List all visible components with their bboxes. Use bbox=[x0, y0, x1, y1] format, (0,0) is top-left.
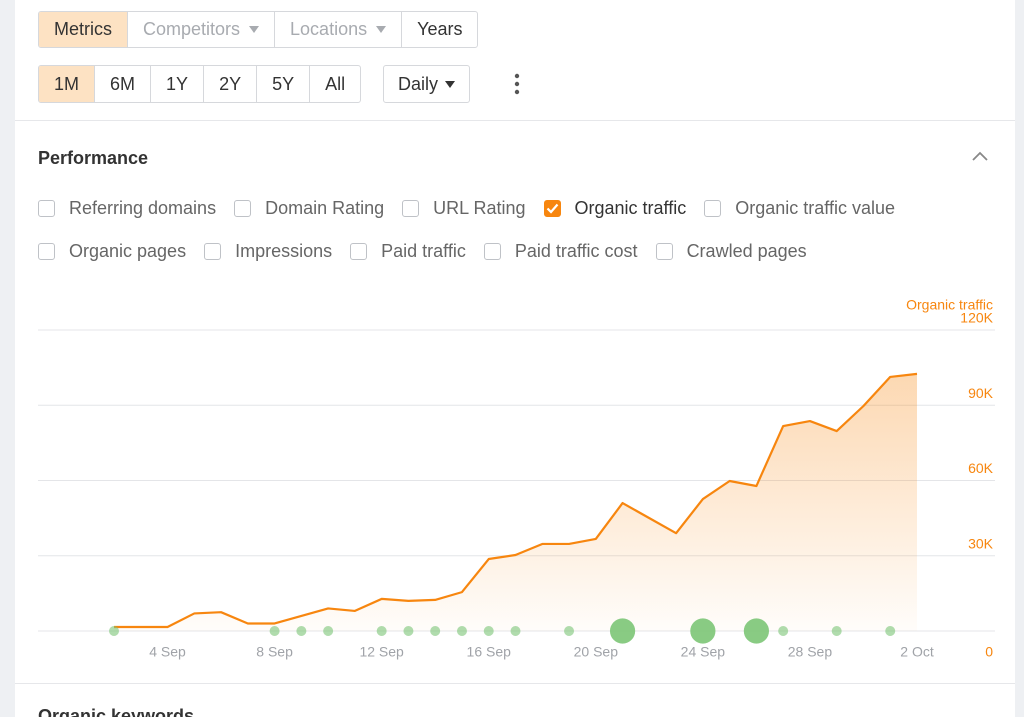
y-tick-label: 120K bbox=[960, 310, 993, 326]
panel: Metrics Competitors Locations Years 1M 6M 1Y 2… bbox=[15, 0, 1015, 717]
metric-checkbox[interactable]: Impressions bbox=[204, 239, 332, 263]
event-marker bbox=[376, 626, 387, 636]
check-icon bbox=[546, 203, 558, 214]
event-marker bbox=[609, 618, 636, 644]
metric-checkbox[interactable]: Crawled pages bbox=[655, 239, 807, 263]
metric-checkbox[interactable]: Paid traffic cost bbox=[483, 239, 638, 263]
divider bbox=[15, 683, 1015, 684]
range-bar: 1M 6M 1Y 2Y 5Y All bbox=[38, 65, 362, 103]
event-marker bbox=[831, 626, 842, 636]
range-button[interactable]: 5Y bbox=[256, 66, 309, 102]
range-button[interactable]: 1M bbox=[39, 66, 95, 102]
range-button[interactable]: 1Y bbox=[150, 66, 203, 102]
range-button[interactable]: 6M bbox=[94, 66, 150, 102]
metric-checkbox[interactable]: URL Rating bbox=[402, 196, 526, 220]
tab-label: Competitors bbox=[143, 19, 241, 39]
event-marker bbox=[109, 626, 119, 636]
metric-checkbox[interactable]: Domain Rating bbox=[234, 196, 384, 220]
line bbox=[114, 372, 918, 629]
metric-checkbox[interactable]: Organic traffic bbox=[543, 196, 687, 220]
x-tick-label: 20 Sep bbox=[574, 644, 619, 660]
event-marker bbox=[403, 626, 414, 636]
tab[interactable]: Locations bbox=[274, 12, 401, 47]
x-tick-label: 4 Sep bbox=[149, 644, 186, 660]
x-tick-label: 8 Sep bbox=[256, 644, 293, 660]
event-marker bbox=[483, 626, 494, 636]
event-marker bbox=[296, 626, 307, 636]
event-marker bbox=[743, 618, 770, 644]
chart: Organic traffic 0 30K 60K 90K 120K 4 Sep 8 Sep… bbox=[38, 297, 995, 660]
interval-dropdown[interactable]: Daily bbox=[383, 65, 471, 103]
event-marker bbox=[510, 626, 521, 636]
tab-label: Years bbox=[417, 19, 463, 39]
tab[interactable]: Competitors bbox=[127, 12, 274, 47]
y-tick-label: 60K bbox=[968, 460, 994, 476]
metric-label: Domain Rating bbox=[265, 197, 385, 218]
tab[interactable]: Years bbox=[401, 12, 477, 47]
checkbox bbox=[655, 242, 673, 260]
event-marker bbox=[564, 626, 575, 636]
metric-label: Organic traffic value bbox=[735, 197, 895, 218]
x-tick-label: 2 Oct bbox=[900, 644, 934, 660]
metric-checkbox[interactable]: Organic traffic value bbox=[704, 196, 895, 220]
next-section-title: Organic keywords bbox=[38, 706, 195, 717]
x-tick-label: 24 Sep bbox=[681, 644, 726, 660]
checkbox bbox=[350, 242, 368, 260]
checkbox bbox=[234, 199, 252, 217]
event-marker bbox=[778, 626, 789, 636]
checkbox bbox=[38, 242, 55, 260]
y-tick-label: 0 bbox=[985, 644, 993, 660]
range-button[interactable]: All bbox=[309, 66, 360, 102]
checkbox bbox=[543, 199, 561, 217]
x-tick-label: 12 Sep bbox=[359, 644, 404, 660]
metric-label: Organic traffic bbox=[574, 197, 687, 218]
range-button[interactable]: 2Y bbox=[203, 66, 256, 102]
metric-label: Impressions bbox=[235, 240, 333, 261]
metric-label: Crawled pages bbox=[686, 240, 807, 261]
dropdown-arrow bbox=[249, 26, 260, 33]
checkbox bbox=[38, 199, 55, 217]
collapse-icon[interactable] bbox=[971, 150, 989, 162]
tab-label: Locations bbox=[290, 19, 368, 39]
metric-list: Referring domains Domain Rating URL Rating… bbox=[38, 196, 998, 263]
more-menu[interactable] bbox=[511, 72, 523, 96]
metric-label: URL Rating bbox=[433, 197, 526, 218]
event-marker bbox=[456, 626, 467, 636]
metric-checkbox[interactable]: Organic pages bbox=[38, 239, 186, 263]
event-marker bbox=[430, 626, 441, 636]
x-tick-label: 16 Sep bbox=[467, 644, 512, 660]
event-marker bbox=[690, 618, 716, 644]
metric-checkbox[interactable]: Paid traffic bbox=[350, 239, 466, 263]
checkbox bbox=[402, 199, 420, 217]
event-marker bbox=[885, 626, 896, 636]
section-title: Performance bbox=[38, 148, 149, 168]
tab-bar: Metrics Competitors Locations Years bbox=[38, 11, 479, 48]
tab[interactable]: Metrics bbox=[39, 12, 127, 47]
event-marker bbox=[323, 626, 334, 636]
metric-checkbox[interactable]: Referring domains bbox=[38, 196, 216, 220]
dropdown-arrow bbox=[445, 80, 456, 88]
dropdown-arrow bbox=[376, 26, 387, 33]
checkbox bbox=[483, 242, 501, 260]
event-marker bbox=[269, 626, 280, 636]
metric-label: Referring domains bbox=[69, 197, 217, 218]
divider bbox=[15, 120, 1015, 121]
y-tick-label: 90K bbox=[968, 385, 994, 401]
interval-label: Daily bbox=[398, 73, 439, 94]
metric-label: Paid traffic bbox=[381, 240, 466, 261]
checkbox bbox=[704, 199, 722, 217]
area bbox=[114, 373, 917, 631]
tab-label: Metrics bbox=[54, 19, 112, 39]
y-tick-label: 30K bbox=[968, 535, 994, 551]
y-axis-label: Organic traffic bbox=[906, 297, 993, 313]
x-tick-label: 28 Sep bbox=[788, 644, 833, 660]
metric-label: Paid traffic cost bbox=[514, 240, 638, 261]
metric-label: Organic pages bbox=[69, 240, 187, 261]
checkbox bbox=[204, 242, 222, 260]
